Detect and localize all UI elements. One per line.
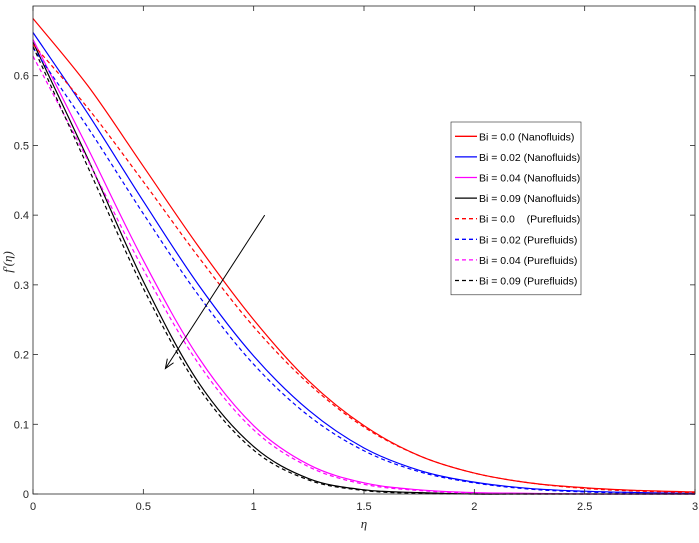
x-tick-label: 1.5 <box>356 501 371 513</box>
legend-entry-5: Bi = 0.0 (Purefluids) <box>479 214 580 226</box>
legend-entry-8: Bi = 0.09 (Purefluids) <box>479 276 577 288</box>
series-line-8 <box>32 46 695 495</box>
legend-entry-6: Bi = 0.02 (Purefluids) <box>479 234 577 246</box>
annotation-layer <box>164 214 266 370</box>
legend-entry-4: Bi = 0.09 (Nanofluids) <box>479 193 580 205</box>
x-tick-label: 0.5 <box>136 501 151 513</box>
y-tick-label: 0.5 <box>14 140 29 152</box>
x-tick-label: 0 <box>30 501 36 513</box>
y-tick-label: 0.4 <box>14 210 29 222</box>
legend-entry-3: Bi = 0.04 (Nanofluids) <box>479 173 580 185</box>
legend-entry-1: Bi = 0.0 (Nanofluids) <box>479 131 574 143</box>
axes: 0 0.5 1 1.5 2 2.5 3 0 0.1 0.2 0.3 0.4 0.5 0.6 <box>14 5 698 513</box>
y-tick-label: 0 <box>23 489 29 501</box>
series-line-5 <box>32 43 696 494</box>
series-line-2 <box>32 32 696 494</box>
trend-arrow-head <box>164 358 174 370</box>
legend-box <box>450 121 582 296</box>
legend-entry-7: Bi = 0.04 (Purefluids) <box>479 255 577 267</box>
y-axis-label: f′(η) <box>0 251 15 273</box>
series-line-1 <box>32 18 696 493</box>
plot-background <box>33 6 695 494</box>
y-tick-label: 0.1 <box>14 419 29 431</box>
legend: Bi = 0.0 (Nanofluids) Bi = 0.02 (Nanoflui… <box>450 121 582 296</box>
plot-area <box>33 6 695 494</box>
legend-entry-2: Bi = 0.02 (Nanofluids) <box>479 152 580 164</box>
x-tick-label: 2 <box>471 501 477 513</box>
x-tick-label: 3 <box>692 501 698 513</box>
y-tick-label: 0.6 <box>14 71 29 83</box>
y-tick-label: 0.3 <box>14 280 29 292</box>
x-axis-label: η <box>361 516 367 531</box>
y-tick-label: 0.2 <box>14 350 29 362</box>
trend-arrow-line <box>164 214 266 369</box>
x-tick-label: 2.5 <box>577 501 592 513</box>
x-tick-label: 1 <box>251 501 257 513</box>
